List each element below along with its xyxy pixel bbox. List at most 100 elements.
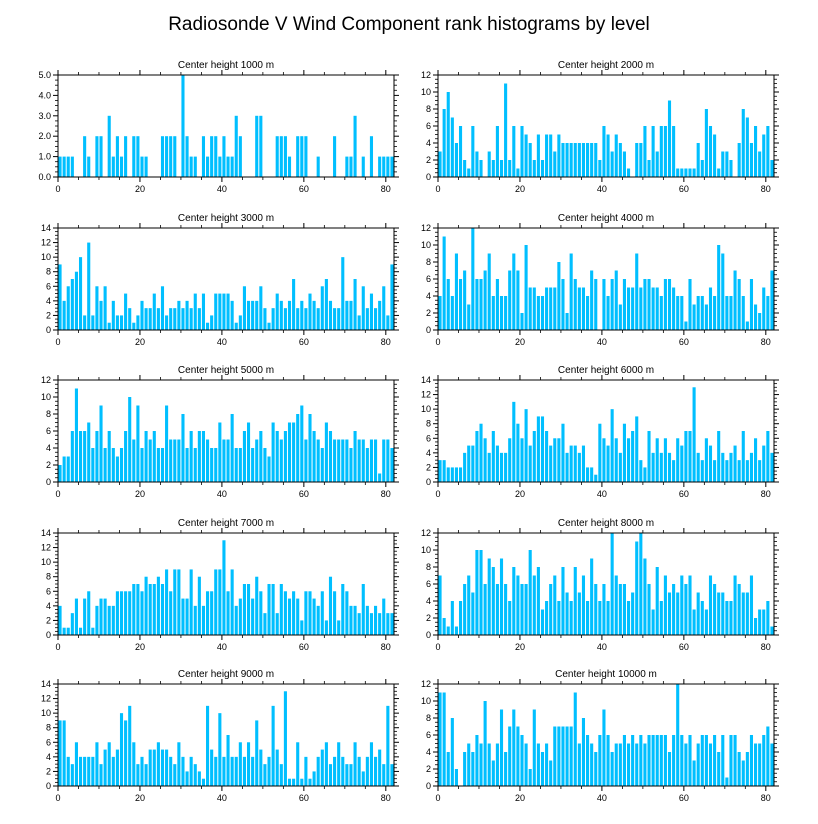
histogram-bar bbox=[169, 136, 173, 177]
y-tick-label: 2 bbox=[46, 766, 51, 776]
histogram-bar bbox=[471, 126, 475, 177]
histogram-bar bbox=[144, 431, 148, 482]
y-tick-label: 14 bbox=[421, 375, 431, 385]
x-tick-label: 20 bbox=[515, 793, 525, 803]
histogram-bar bbox=[206, 322, 210, 330]
x-tick-label: 60 bbox=[299, 489, 309, 499]
histogram-bar bbox=[737, 752, 741, 786]
histogram-bar bbox=[390, 156, 394, 177]
histogram-bar bbox=[369, 742, 374, 786]
histogram-bar bbox=[651, 735, 655, 786]
histogram-bar bbox=[173, 439, 177, 482]
histogram-bar bbox=[770, 160, 774, 177]
histogram-bar bbox=[504, 584, 508, 635]
x-tick-label: 0 bbox=[55, 184, 60, 194]
histogram-bar bbox=[758, 313, 762, 330]
histogram-bar bbox=[287, 778, 292, 786]
histogram-bar bbox=[754, 438, 758, 482]
histogram-bar bbox=[528, 143, 532, 177]
histogram-bar bbox=[762, 609, 766, 635]
histogram-bar bbox=[594, 279, 598, 330]
histogram-bar bbox=[708, 743, 713, 786]
histogram-bar bbox=[365, 448, 369, 482]
histogram-bar bbox=[528, 287, 532, 330]
y-tick-label: 4 bbox=[426, 747, 431, 757]
histogram-bar bbox=[119, 591, 124, 635]
histogram-bar bbox=[696, 743, 700, 786]
histogram-bar bbox=[267, 756, 271, 786]
histogram-bar bbox=[696, 296, 700, 330]
y-tick-label: 12 bbox=[421, 223, 431, 233]
x-tick-label: 0 bbox=[435, 337, 440, 347]
histogram-bar bbox=[165, 569, 169, 635]
histogram-bar bbox=[349, 764, 353, 786]
y-tick-label: 10 bbox=[41, 708, 51, 718]
histogram-bar bbox=[508, 270, 512, 330]
histogram-bar bbox=[532, 287, 536, 330]
histogram-bar bbox=[99, 300, 103, 330]
histogram-bar bbox=[255, 115, 259, 177]
histogram-bar bbox=[602, 709, 606, 786]
histogram-bar bbox=[754, 126, 758, 177]
y-tick-label: 8 bbox=[426, 419, 431, 429]
histogram-bar bbox=[189, 308, 193, 330]
histogram-bar bbox=[304, 756, 308, 786]
histogram-bar bbox=[62, 156, 66, 177]
histogram-bar bbox=[173, 136, 177, 177]
histogram-bar bbox=[242, 286, 246, 330]
histogram-bar bbox=[487, 452, 491, 482]
figure-title: Radiosonde V Wind Component rank histogr… bbox=[168, 14, 650, 35]
histogram-bar bbox=[557, 134, 561, 177]
histogram-bar bbox=[234, 756, 238, 786]
histogram-bar bbox=[643, 126, 647, 177]
x-tick-label: 20 bbox=[515, 642, 525, 652]
histogram-bar bbox=[132, 322, 136, 330]
histogram-bar bbox=[300, 300, 304, 330]
histogram-bar bbox=[312, 598, 316, 635]
histogram-bar bbox=[655, 438, 659, 482]
histogram-bar bbox=[74, 742, 78, 786]
histogram-bar bbox=[206, 439, 210, 482]
histogram-bar bbox=[647, 160, 651, 177]
histogram-bar bbox=[173, 569, 177, 635]
histogram-bar bbox=[66, 756, 70, 786]
histogram-bar bbox=[540, 609, 545, 635]
histogram-bar bbox=[66, 456, 70, 482]
histogram-bar bbox=[193, 764, 197, 786]
y-tick-label: 8 bbox=[46, 267, 51, 277]
x-tick-label: 40 bbox=[597, 489, 607, 499]
histogram-bar bbox=[684, 321, 688, 330]
histogram-bar bbox=[148, 308, 152, 330]
y-tick-label: 4 bbox=[426, 138, 431, 148]
histogram-bar bbox=[631, 431, 635, 482]
histogram-bar bbox=[337, 742, 341, 786]
y-tick-label: 14 bbox=[41, 223, 51, 233]
histogram-bar bbox=[684, 743, 688, 786]
panel-title: Center height 7000 m bbox=[178, 518, 274, 529]
histogram-bar bbox=[598, 601, 602, 635]
histogram-bar bbox=[132, 742, 136, 786]
histogram-bar bbox=[78, 627, 83, 635]
histogram-bar bbox=[766, 726, 770, 786]
x-tick-label: 20 bbox=[135, 184, 145, 194]
y-tick-label: 4.0 bbox=[38, 90, 51, 100]
histogram-bar bbox=[238, 136, 242, 177]
histogram-bar bbox=[565, 726, 569, 786]
histogram-bar bbox=[762, 735, 766, 786]
histogram-bar bbox=[438, 460, 442, 482]
histogram-bar bbox=[495, 279, 499, 330]
histogram-bar bbox=[189, 756, 193, 786]
x-tick-label: 80 bbox=[761, 793, 771, 803]
histogram-bar bbox=[136, 136, 140, 177]
histogram-bar bbox=[713, 296, 717, 330]
histogram-bar bbox=[218, 422, 222, 482]
x-tick-label: 0 bbox=[55, 642, 60, 652]
histogram-bar bbox=[729, 452, 733, 482]
histogram-bar bbox=[201, 136, 206, 177]
histogram-bar bbox=[337, 439, 341, 482]
panel-title: Center height 9000 m bbox=[178, 669, 274, 680]
histogram-bar bbox=[737, 584, 741, 635]
histogram-bar bbox=[341, 257, 345, 330]
histogram-bar bbox=[495, 584, 499, 635]
histogram-bar bbox=[357, 613, 361, 635]
